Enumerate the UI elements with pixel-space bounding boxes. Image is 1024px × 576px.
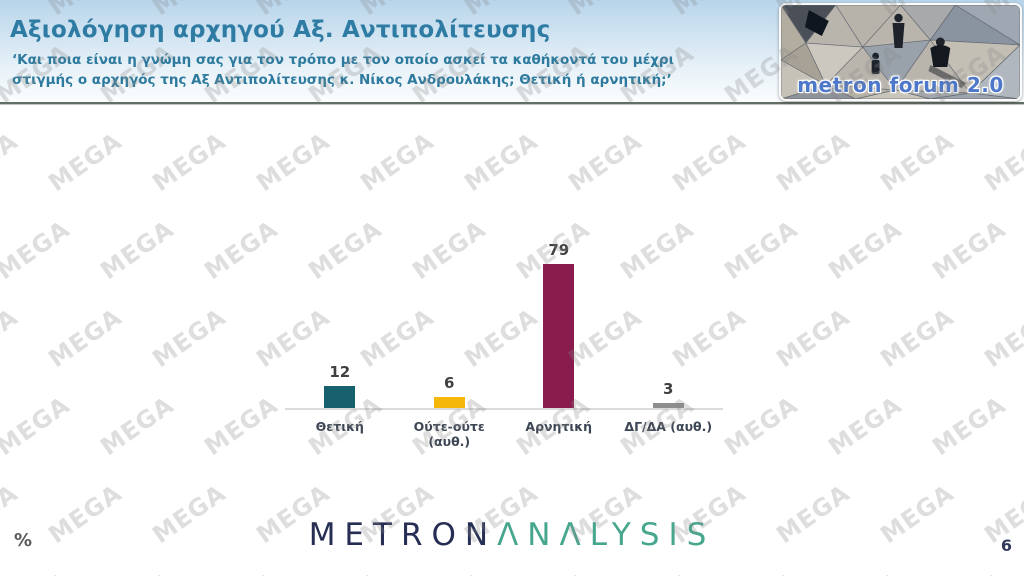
watermark-text: MEGA xyxy=(927,567,1011,576)
watermark-text: MEGA xyxy=(0,214,76,286)
mosaic-photo xyxy=(781,5,1020,99)
bar-group-arnitiki: 79 xyxy=(504,241,614,408)
slide-title: Αξιολόγηση αρχηγού Αξ. Αντιπολίτευσης xyxy=(10,17,551,43)
watermark-text: MEGA xyxy=(771,302,856,374)
watermark-text: MEGA xyxy=(823,390,908,462)
subtitle-line-1: ‘Και ποια είναι η γνώμη σας για τον τρόπ… xyxy=(12,52,674,68)
watermark-text: MEGA xyxy=(511,567,595,576)
bar-oute-oute xyxy=(433,397,465,408)
watermark-text: MEGA xyxy=(563,126,648,198)
watermark-text: MEGA xyxy=(43,302,128,374)
watermark-text: MEGA xyxy=(43,126,128,198)
logo-analysis: ΛNΛLYSIS xyxy=(497,517,716,553)
watermark-text: MEGA xyxy=(823,214,908,286)
watermark-text: MEGA xyxy=(0,126,24,198)
bar-value-label: 3 xyxy=(663,380,674,398)
watermark-text: MEGA xyxy=(95,214,180,286)
watermark-text: MEGA xyxy=(199,567,283,576)
watermark-text: MEGA xyxy=(459,126,544,198)
people-silhouettes xyxy=(804,10,967,88)
logo-metron: METRON xyxy=(308,517,498,553)
watermark-text: MEGA xyxy=(147,302,232,374)
bar-value-label: 12 xyxy=(329,363,351,381)
watermark-text: MEGA xyxy=(0,302,24,374)
metron-analysis-logo: METRONΛNΛLYSIS xyxy=(0,517,1024,553)
watermark-text: MEGA xyxy=(875,126,960,198)
watermark-text: MEGA xyxy=(407,567,491,576)
category-label-oute-oute: Ούτε-ούτε (αυθ.) xyxy=(413,419,485,449)
watermark-text: MEGA xyxy=(979,126,1024,198)
bar-arnitiki xyxy=(543,264,575,408)
watermark-text: MEGA xyxy=(615,567,699,576)
metron-forum-logo: metron forum 2.0 xyxy=(779,3,1022,101)
watermark-text: MEGA xyxy=(927,214,1012,286)
header-band: Αξιολόγηση αρχηγού Αξ. Αντιπολίτευσης ‘Κ… xyxy=(0,0,1024,104)
metron-forum-wordmark: metron forum 2.0 xyxy=(797,73,1004,97)
plot-area: 12 6 79 3 xyxy=(285,232,723,408)
watermark-text: MEGA xyxy=(0,567,75,576)
watermark-text: MEGA xyxy=(875,302,960,374)
watermark-text: MEGA xyxy=(823,567,907,576)
watermark-text: MEGA xyxy=(147,126,232,198)
percent-unit-label: % xyxy=(14,530,33,551)
watermark-text: MEGA xyxy=(95,390,180,462)
category-labels: Θετική Ούτε-ούτε (αυθ.) Αρνητική ΔΓ/ΔΑ (… xyxy=(285,410,723,449)
watermark-text: MEGA xyxy=(667,126,752,198)
watermark-text: MEGA xyxy=(979,302,1024,374)
subtitle-line-2: στιγμής ο αρχηγός της Αξ Αντιπολίτευσης … xyxy=(12,72,672,88)
category-label-thetiki: Θετική xyxy=(315,419,364,434)
watermark-text: MEGA xyxy=(719,390,804,462)
bar-dg-da xyxy=(652,403,684,408)
watermark-text: MEGA xyxy=(199,390,284,462)
bar-group-thetiki: 12 xyxy=(285,363,395,408)
watermark-text: MEGA xyxy=(719,214,804,286)
bar-group-oute-oute: 6 xyxy=(395,374,505,408)
bar-value-label: 6 xyxy=(444,374,455,392)
watermark-text: MEGA xyxy=(927,390,1012,462)
watermark-text: MEGA xyxy=(355,126,440,198)
bar-chart: 12 6 79 3 Θετική Ούτε-ούτε (αυθ.) Αρνητι… xyxy=(285,232,723,449)
watermark-text: MEGA xyxy=(719,567,803,576)
slide-subtitle: ‘Και ποια είναι η γνώμη σας για τον τρόπ… xyxy=(12,50,674,90)
watermark-text: MEGA xyxy=(771,126,856,198)
bar-value-label: 79 xyxy=(548,241,570,259)
category-label-dg-da: ΔΓ/ΔΑ (αυθ.) xyxy=(624,419,713,434)
page-number: 6 xyxy=(1000,536,1012,555)
watermark-text: MEGA xyxy=(199,214,284,286)
watermark-text: MEGA xyxy=(0,390,76,462)
category-label-arnitiki: Αρνητική xyxy=(525,419,593,434)
x-axis-line xyxy=(285,408,723,410)
watermark-text: MEGA xyxy=(251,126,336,198)
bar-group-dg-da: 3 xyxy=(614,380,724,408)
watermark-text: MEGA xyxy=(95,567,179,576)
watermark-text: MEGA xyxy=(303,567,387,576)
bar-thetiki xyxy=(324,386,356,408)
